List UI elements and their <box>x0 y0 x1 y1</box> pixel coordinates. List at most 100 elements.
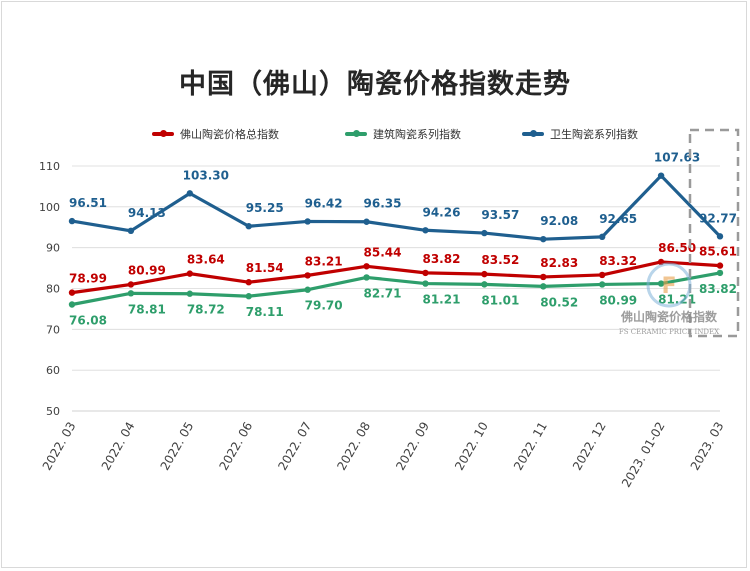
y-tick-label: 50 <box>46 405 60 418</box>
data-point <box>245 279 252 286</box>
data-label: 83.52 <box>481 253 519 267</box>
data-label: 83.82 <box>699 282 737 296</box>
data-point <box>481 281 488 288</box>
legend-label-building: 建筑陶瓷系列指数 <box>373 128 461 141</box>
chart-title: 中国（佛山）陶瓷价格指数走势 <box>179 69 571 100</box>
x-tick-label: 2022. 12 <box>570 420 609 473</box>
data-point <box>127 227 135 235</box>
data-point <box>540 273 547 281</box>
series-line <box>71 174 722 241</box>
data-point <box>363 263 370 270</box>
data-label: 92.08 <box>540 214 578 228</box>
data-point <box>245 293 252 300</box>
series-line <box>71 260 721 295</box>
data-label: 83.21 <box>305 254 343 268</box>
logo-ring <box>646 262 692 308</box>
data-point <box>127 290 135 297</box>
y-tick-label: 70 <box>46 323 60 336</box>
data-point <box>186 290 194 297</box>
data-label: 80.99 <box>128 263 166 277</box>
legend-swatch-composite <box>152 130 174 137</box>
data-label: 103.30 <box>183 168 229 182</box>
data-point <box>68 217 76 225</box>
data-label: 82.83 <box>540 256 578 270</box>
data-point <box>304 218 311 225</box>
y-tick-label: 90 <box>46 242 60 255</box>
y-tick-label: 110 <box>39 160 60 173</box>
data-label: 79.70 <box>305 299 343 313</box>
data-label: 92.77 <box>699 211 737 225</box>
data-label: 85.44 <box>364 245 402 259</box>
logo-mark: F <box>661 274 676 299</box>
x-tick-label: 2023. 03 <box>688 420 727 473</box>
y-tick-label: 80 <box>46 283 60 296</box>
data-point <box>68 289 76 296</box>
data-label: 83.32 <box>599 254 637 268</box>
data-label: 95.25 <box>246 201 284 215</box>
x-tick-label: 2022. 07 <box>275 420 314 473</box>
x-tick-label: 2022. 05 <box>158 420 197 473</box>
data-label: 81.54 <box>246 261 284 275</box>
legend-label-composite: 佛山陶瓷价格总指数 <box>180 128 279 141</box>
x-tick-label: 2023. 01-02 <box>619 420 668 490</box>
data-label: 85.61 <box>699 245 737 259</box>
legend-item-sanitary: 卫生陶瓷系列指数 <box>522 126 638 142</box>
data-label: 96.42 <box>305 196 343 210</box>
data-label: 93.57 <box>481 208 519 222</box>
watermark-subtitle: FS CERAMIC PRICE INDEX <box>619 328 719 336</box>
data-label: 81.01 <box>481 293 519 307</box>
data-point <box>363 274 370 281</box>
watermark-title: 佛山陶瓷价格指数 <box>620 309 718 324</box>
data-point <box>598 271 606 279</box>
x-tick-label: 2022. 10 <box>452 420 491 473</box>
x-tick-label: 2022. 06 <box>216 420 255 473</box>
x-tick-label: 2022. 03 <box>40 420 79 473</box>
data-point <box>304 272 311 279</box>
data-label: 92.65 <box>599 212 637 226</box>
legend-swatch-sanitary <box>522 130 544 137</box>
data-label: 78.81 <box>128 302 166 316</box>
data-point <box>363 218 370 225</box>
data-label: 83.82 <box>422 252 460 266</box>
data-label: 96.35 <box>364 197 402 211</box>
data-point <box>598 233 606 241</box>
data-label: 76.08 <box>69 314 107 328</box>
x-tick-label: 2022. 08 <box>334 420 373 473</box>
data-point <box>422 280 429 287</box>
data-point <box>422 227 429 234</box>
highlight-box <box>688 128 740 338</box>
data-label: 94.13 <box>128 206 166 220</box>
data-point <box>245 223 252 230</box>
data-point <box>657 172 665 179</box>
data-point <box>186 270 194 277</box>
x-tick-label: 2022. 09 <box>393 420 432 473</box>
data-point <box>186 190 194 197</box>
data-label: 82.71 <box>364 286 402 300</box>
data-point <box>422 269 429 277</box>
data-point <box>540 283 547 290</box>
y-tick-label: 60 <box>46 364 60 377</box>
data-label: 94.26 <box>422 205 460 219</box>
legend-item-composite: 佛山陶瓷价格总指数 <box>152 126 279 142</box>
data-point <box>481 229 488 237</box>
x-tick-label: 2022. 04 <box>99 420 138 473</box>
data-point <box>716 269 724 277</box>
data-label: 78.72 <box>187 303 225 317</box>
data-point <box>481 270 488 278</box>
data-point <box>68 301 76 308</box>
data-point <box>540 235 547 243</box>
legend-swatch-building <box>345 130 367 137</box>
data-label: 80.52 <box>540 295 578 309</box>
y-tick-label: 100 <box>39 201 60 214</box>
legend-label-sanitary: 卫生陶瓷系列指数 <box>550 128 638 141</box>
data-point <box>716 233 724 240</box>
data-label: 80.99 <box>599 293 637 307</box>
data-point <box>127 281 135 288</box>
data-point <box>598 281 606 288</box>
data-label: 81.21 <box>422 293 460 307</box>
data-label: 83.64 <box>187 253 225 267</box>
data-label: 96.51 <box>69 196 107 210</box>
data-label: 78.99 <box>69 272 107 286</box>
data-label: 86.50 <box>658 241 696 255</box>
